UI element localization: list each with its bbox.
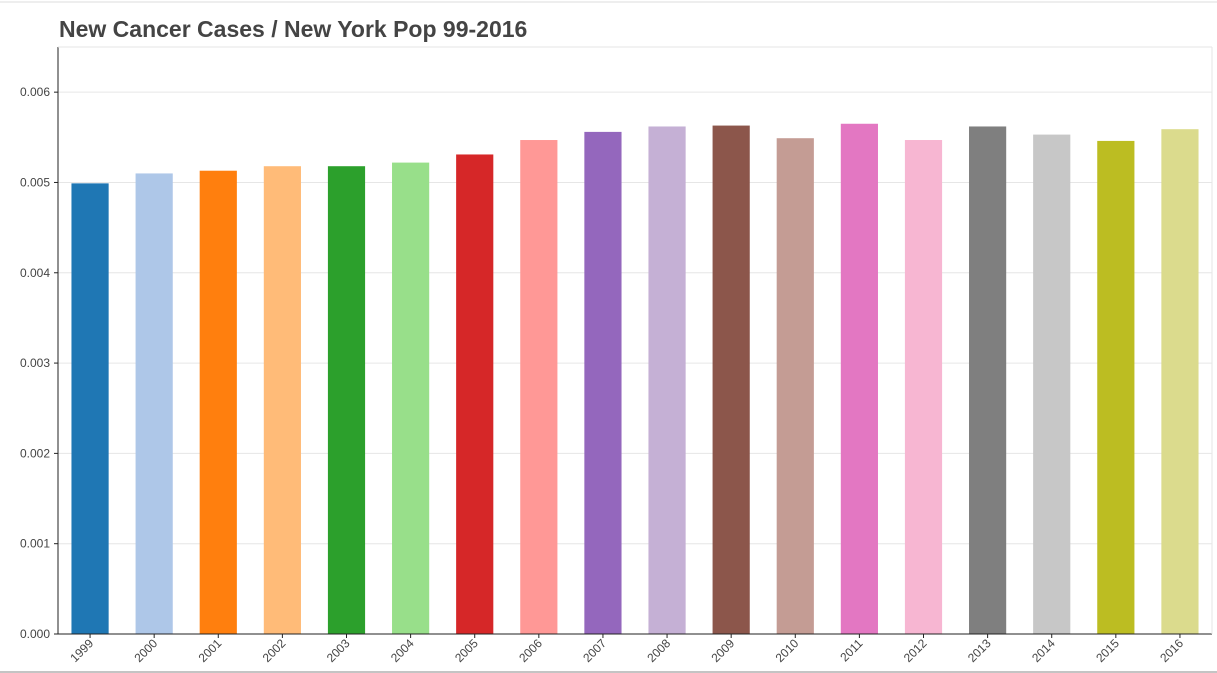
bar-2004 — [392, 162, 430, 634]
bar-1999 — [71, 183, 109, 634]
chart-title: New Cancer Cases / New York Pop 99-2016 — [59, 16, 527, 42]
y-tick-label: 0.004 — [20, 266, 50, 280]
x-tick-label: 2002 — [260, 636, 289, 665]
bar-2008 — [648, 126, 686, 635]
bar-2011 — [840, 123, 878, 634]
bar-2012 — [904, 140, 943, 635]
y-tick-label: 0.002 — [20, 446, 50, 460]
y-tick-label: 0.001 — [20, 537, 50, 551]
bar-2006 — [520, 140, 558, 635]
bar-2007 — [584, 131, 622, 635]
x-tick-label: 2011 — [837, 636, 865, 664]
x-tick-label: 2007 — [580, 636, 609, 665]
y-tick-label: 0.005 — [20, 175, 50, 189]
y-tick-label: 0.000 — [20, 627, 50, 641]
bar-2005 — [456, 154, 494, 634]
x-tick-label: 2000 — [132, 636, 161, 665]
x-tick-label: 2004 — [388, 636, 417, 665]
bar-2010 — [776, 138, 814, 635]
x-tick-label: 2003 — [324, 636, 353, 665]
x-tick-label: 2006 — [516, 636, 545, 665]
gridlines — [58, 91, 1212, 545]
bar-2013 — [969, 126, 1007, 635]
bar-2003 — [327, 166, 366, 634]
bar-2014 — [1033, 134, 1071, 635]
x-tick-label: 2010 — [773, 636, 802, 665]
bar-2009 — [712, 125, 750, 635]
x-tick-label: 2001 — [196, 636, 225, 665]
x-tick-label: 1999 — [67, 636, 96, 665]
y-axis-ticks: 0.000 0.001 0.002 0.003 0.004 0.005 0.006 — [20, 85, 58, 641]
bars — [71, 123, 1199, 635]
bar-2001 — [199, 170, 237, 634]
bar-2016 — [1161, 129, 1199, 634]
x-tick-label: 2005 — [452, 636, 481, 665]
x-tick-label: 2008 — [644, 636, 673, 665]
bar-2015 — [1097, 140, 1135, 635]
x-tick-label: 2014 — [1029, 636, 1058, 665]
x-tick-label: 2016 — [1157, 636, 1186, 665]
y-tick-label: 0.006 — [20, 85, 50, 99]
x-tick-label: 2015 — [1093, 636, 1122, 665]
x-axis-ticks: 1999 2000 2001 2002 2003 2004 2005 2006 2007 2008… — [67, 634, 1186, 665]
bar-2000 — [135, 173, 173, 634]
x-tick-label: 2009 — [709, 636, 738, 665]
y-tick-label: 0.003 — [20, 356, 50, 370]
bar-2002 — [263, 166, 301, 634]
x-tick-label: 2012 — [901, 636, 930, 665]
x-tick-label: 2013 — [965, 636, 994, 665]
